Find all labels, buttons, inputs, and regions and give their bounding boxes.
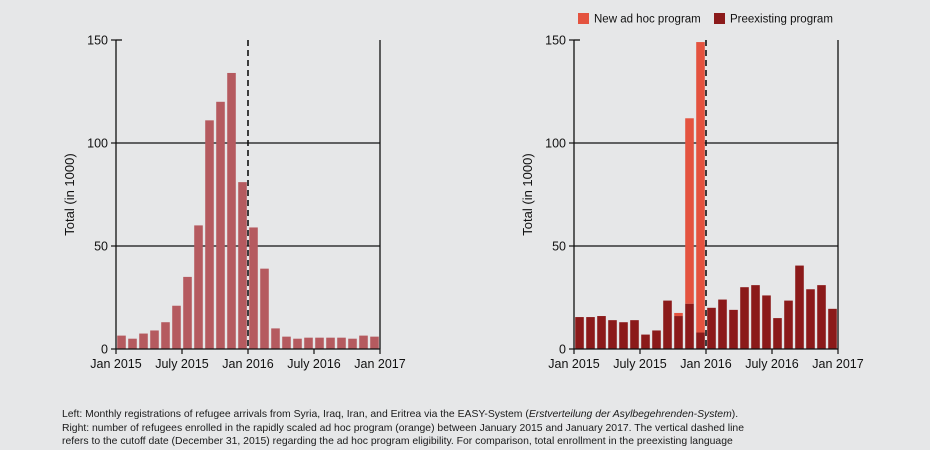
- bar-preexisting: [817, 285, 826, 349]
- x-tick-label: July 2015: [613, 357, 667, 371]
- bar: [128, 338, 137, 349]
- bar: [216, 101, 225, 349]
- chart-panel-left: 0 50 100 150 Jan 2015 July 2015 Jan 2016 July 2…: [62, 34, 406, 372]
- bar: [161, 322, 170, 349]
- bar: [194, 225, 203, 349]
- bar-preexisting: [652, 330, 661, 349]
- legend-label: New ad hoc program: [594, 14, 701, 26]
- bar: [326, 337, 335, 349]
- y-tick-label: 0: [101, 343, 108, 357]
- bar-preexisting: [597, 316, 606, 349]
- bar: [139, 333, 148, 349]
- y-tick-label: 50: [552, 240, 566, 254]
- bar-preexisting: [806, 289, 815, 349]
- y-tick-label: 50: [94, 240, 108, 254]
- legend: New ad hoc program Preexisting program: [578, 13, 833, 26]
- x-tick-label: Jan 2016: [680, 357, 731, 371]
- bar-preexisting: [784, 300, 793, 349]
- x-tick-label: Jan 2015: [90, 357, 141, 371]
- chart-panel-right: 0 50 100 150 Jan 2015 July 2015 Jan 2016 July 2…: [520, 13, 864, 371]
- bar-preexisting: [828, 308, 837, 349]
- bar-preexisting: [696, 332, 705, 349]
- y-tick-label: 100: [545, 137, 566, 151]
- bar-preexisting: [773, 318, 782, 349]
- bar-preexisting: [608, 320, 617, 349]
- y-tick-label: 150: [545, 34, 566, 48]
- bar: [293, 338, 302, 349]
- bar: [315, 337, 324, 349]
- bar-preexisting: [674, 316, 683, 349]
- bar: [150, 330, 159, 349]
- bar-preexisting: [718, 299, 727, 349]
- x-tick-label: Jan 2017: [812, 357, 863, 371]
- y-tick-label: 100: [87, 137, 108, 151]
- caption-line-1-end: ).: [731, 409, 739, 420]
- bar-preexisting: [663, 300, 672, 349]
- caption-line-2: Right: number of refugees enrolled in th…: [62, 422, 744, 434]
- legend-swatch: [578, 13, 589, 24]
- caption-line-1-italic: Erstverteilung der Asylbegehrenden-Syste…: [528, 409, 732, 420]
- bar-preexisting: [586, 317, 595, 349]
- bar: [227, 72, 236, 350]
- bar-preexisting: [685, 303, 694, 349]
- bar-preexisting: [740, 287, 749, 349]
- bar: [205, 120, 214, 349]
- bar-preexisting: [795, 265, 804, 349]
- bar-preexisting: [641, 334, 650, 349]
- y-axis-label: Total (in 1000): [62, 153, 77, 235]
- figure-caption: Left: Monthly registrations of refugee a…: [62, 408, 912, 450]
- bar: [359, 335, 368, 349]
- bar: [304, 337, 313, 349]
- x-tick-label: July 2015: [155, 357, 209, 371]
- x-tick-label: Jan 2017: [354, 357, 405, 371]
- bar: [172, 305, 181, 349]
- caption-line-1-text: Left: Monthly registrations of refugee a…: [62, 409, 529, 420]
- legend-label: Preexisting program: [730, 14, 833, 26]
- bar-preexisting: [707, 307, 716, 349]
- bar-preexisting: [575, 317, 584, 349]
- bar-preexisting: [630, 320, 639, 349]
- y-tick-label: 0: [559, 343, 566, 357]
- bar: [260, 268, 269, 349]
- x-tick-label: Jan 2016: [222, 357, 273, 371]
- bar: [271, 328, 280, 349]
- bar-preexisting: [729, 309, 738, 349]
- caption-line-1: Left: Monthly registrations of refugee a…: [62, 408, 912, 422]
- bar-new-ad-hoc: [674, 312, 683, 317]
- y-axis-label: Total (in 1000): [520, 153, 535, 235]
- bar: [249, 227, 258, 349]
- bar-new-ad-hoc: [696, 42, 705, 333]
- bar: [282, 336, 291, 349]
- x-tick-label: July 2016: [745, 357, 799, 371]
- y-tick-label: 150: [87, 34, 108, 48]
- caption-line-3: refers to the cutoff date (December 31, …: [62, 436, 733, 447]
- bar: [370, 336, 379, 349]
- bar-preexisting: [762, 295, 771, 349]
- bar: [238, 182, 247, 349]
- bar-new-ad-hoc: [685, 118, 694, 304]
- bar-preexisting: [751, 285, 760, 349]
- bar: [337, 337, 346, 349]
- bar-preexisting: [619, 322, 628, 349]
- bar: [183, 276, 192, 349]
- bar: [117, 335, 126, 349]
- x-tick-label: July 2016: [287, 357, 341, 371]
- x-tick-label: Jan 2015: [548, 357, 599, 371]
- legend-swatch: [714, 13, 725, 24]
- charts-area: 0 50 100 150 Jan 2015 July 2015 Jan 2016 July 2…: [62, 13, 864, 372]
- bar: [348, 338, 357, 349]
